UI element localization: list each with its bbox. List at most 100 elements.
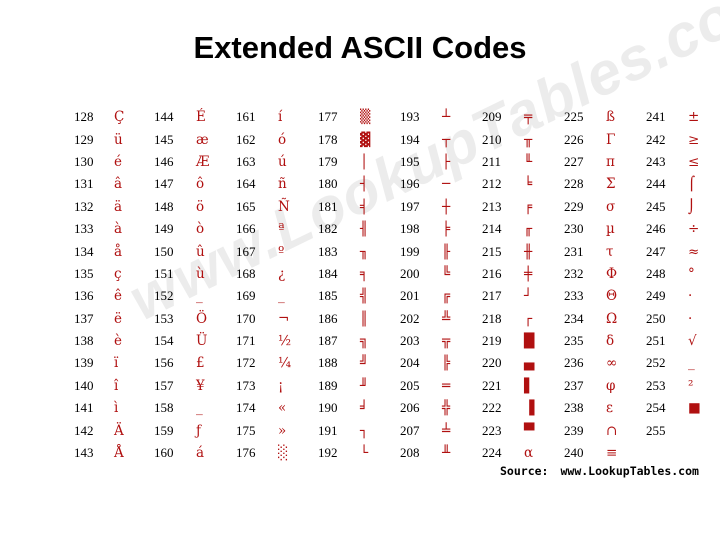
code-symbol: ß [606,109,616,126]
code-symbol: ≤ [688,153,700,170]
code-symbol: ┼ [442,198,451,215]
code-cell: 211 ╙ [482,154,564,170]
code-cell: 226 Γ [564,132,646,148]
code-cell: 196 ─ [400,176,482,192]
code-number: 145 [154,131,174,147]
code-symbol: ┴ [442,109,451,126]
code-symbol: σ [606,198,616,215]
code-number: 223 [482,422,502,438]
code-cell: 232 Φ [564,266,646,282]
code-cell: 164 ñ [236,176,318,192]
code-number: 154 [154,333,174,349]
code-number: 220 [482,355,502,371]
code-cell: 227 π [564,154,646,170]
code-number: 139 [74,355,94,371]
code-cell: 130 é [74,154,154,170]
code-symbol: ¬ [278,310,290,327]
code-symbol: ╘ [524,176,533,193]
code-cell: 192 └ [318,445,400,461]
code-symbol: ┌ [524,310,533,327]
code-cell: 135 ç [74,266,154,282]
code-cell: 193 ┴ [400,109,482,125]
code-cell: 161 í [236,109,318,125]
code-number: 181 [318,198,338,214]
code-number: 163 [236,153,256,169]
table-row: 143 Å 160 á 176 ░ 192 └ 208 ╨ 224 α 240 ≡ [74,442,694,464]
code-symbol: ║ [360,310,369,327]
code-cell: 254 ■ [646,400,720,416]
code-symbol: ▓ [360,131,371,148]
code-cell: 165 Ñ [236,199,318,215]
code-symbol: ╥ [524,131,533,148]
code-cell: 138 è [74,333,154,349]
code-symbol: É [196,109,206,126]
code-number: 184 [318,265,338,281]
code-symbol: ┐ [360,422,369,439]
code-cell: 201 ╔ [400,288,482,304]
code-cell: 246 ÷ [646,221,720,237]
code-number: 158 [154,400,174,416]
code-number: 132 [74,198,94,214]
code-number: 164 [236,176,256,192]
code-cell: 200 ╚ [400,266,482,282]
table-row: 142 Ä 159 ƒ 175 » 191 ┐ 207 ╧ 223 ▀ 239 ∩ 255 [74,419,694,441]
code-cell: 140 î [74,378,154,394]
code-symbol: ├ [442,153,451,170]
code-number: 146 [154,153,174,169]
code-symbol: ┤ [360,176,369,193]
code-cell: 167 º [236,244,318,260]
code-cell: 217 ┘ [482,288,564,304]
code-number: 142 [74,422,94,438]
code-number: 148 [154,198,174,214]
code-cell: 199 ╟ [400,244,482,260]
code-number: 144 [154,109,174,125]
code-cell: 237 φ [564,378,646,394]
code-symbol: í [278,109,283,126]
code-cell: 153 Ö [154,311,236,327]
code-number: 208 [400,445,420,461]
table-row: 136 ê 152 _ 169 _ 185 ╣ 201 ╔ 217 ┘ 233 Θ 249 · [74,285,694,307]
code-number: 211 [482,153,502,169]
code-symbol: ╢ [360,221,369,238]
code-symbol: ╪ [524,265,533,282]
code-number: 217 [482,288,502,304]
code-cell: 189 ╜ [318,378,400,394]
code-cell: 169 _ [236,288,318,304]
code-symbol: ≥ [688,131,700,148]
code-number: 186 [318,310,338,326]
code-symbol: ñ [278,176,287,193]
code-number: 176 [236,445,256,461]
code-symbol [688,423,720,439]
code-number: 229 [564,198,584,214]
code-number: 234 [564,310,584,326]
code-symbol: ¼ [278,355,292,372]
code-symbol: α [524,445,534,462]
code-symbol: ù [196,265,205,282]
code-cell: 184 ╕ [318,266,400,282]
code-symbol: _ [278,288,285,305]
code-number: 192 [318,445,338,461]
code-number: 169 [236,288,256,304]
code-number: 135 [74,265,94,281]
code-cell: 253 ² [646,378,720,394]
code-number: 242 [646,131,666,147]
code-symbol: _ [688,355,695,372]
code-number: 240 [564,445,584,461]
code-cell: 234 Ω [564,311,646,327]
code-symbol: Ö [196,310,208,327]
code-symbol: └ [360,445,369,462]
code-symbol: ƒ [196,422,201,439]
code-cell: 243 ≤ [646,154,720,170]
code-number: 206 [400,400,420,416]
code-number: 151 [154,265,174,281]
code-cell: 187 ╗ [318,333,400,349]
code-symbol: Å [114,445,124,462]
code-symbol: ö [196,198,205,215]
code-cell: 128 Ç [74,109,154,125]
code-symbol: ▌ [524,377,535,394]
code-number: 129 [74,131,94,147]
code-cell: 139 ï [74,355,154,371]
code-cell: 236 ∞ [564,355,646,371]
code-number: 147 [154,176,174,192]
code-cell: 240 ≡ [564,445,646,461]
